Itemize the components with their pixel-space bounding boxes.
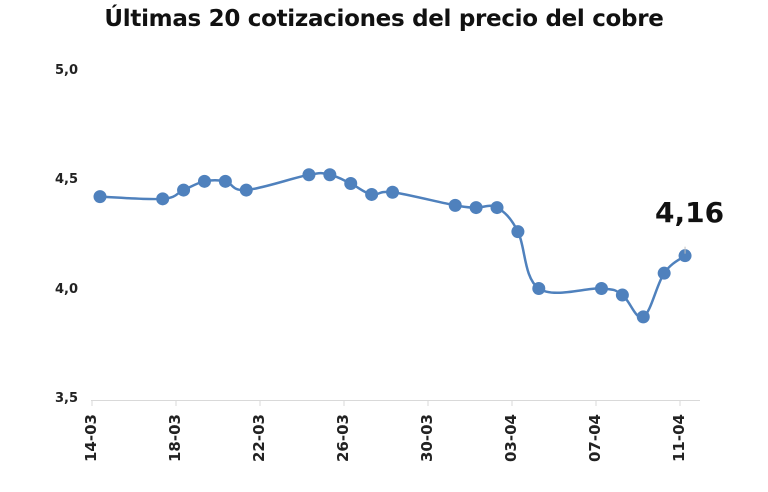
data-point-marker <box>197 174 211 188</box>
data-point-marker <box>177 183 191 197</box>
data-point-marker <box>657 266 671 280</box>
data-point-marker <box>532 281 546 295</box>
y-tick-label: 4,0 <box>54 281 78 297</box>
data-point-marker <box>93 190 107 204</box>
data-point-marker <box>365 187 379 201</box>
data-point-marker <box>239 183 253 197</box>
data-point-marker <box>678 249 692 263</box>
chart-title: Últimas 20 cotizaciones del precio del c… <box>104 6 664 32</box>
y-tick-label: 3,5 <box>54 391 78 406</box>
data-point-marker <box>469 201 483 215</box>
data-point-marker <box>448 198 462 212</box>
data-point-marker <box>302 168 316 182</box>
y-tick-label: 5,0 <box>54 63 78 78</box>
data-point-marker <box>615 288 629 302</box>
data-point-marker <box>218 174 232 188</box>
data-point-marker <box>344 177 358 191</box>
data-point-marker <box>156 192 170 206</box>
data-point-marker <box>386 185 400 199</box>
data-point-marker <box>594 281 608 295</box>
data-point-marker <box>511 225 525 239</box>
data-point-marker <box>490 201 504 215</box>
y-tick-label: 4,5 <box>54 172 78 188</box>
data-point-marker <box>323 168 337 182</box>
data-point-marker <box>636 310 650 324</box>
last-value-annotation: 4,16 <box>655 196 725 229</box>
